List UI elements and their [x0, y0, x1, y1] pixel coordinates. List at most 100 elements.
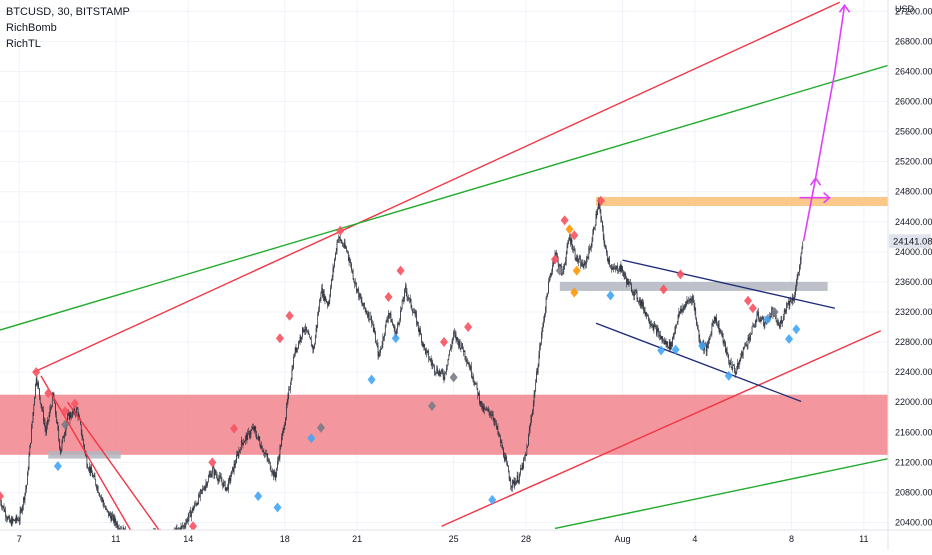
candle-body — [607, 253, 608, 258]
candle-body — [637, 299, 638, 301]
candle-body — [112, 515, 113, 516]
candle-body — [433, 364, 434, 365]
candle-body — [481, 401, 482, 408]
candle-body — [219, 476, 220, 479]
candle-body — [412, 310, 413, 313]
candle-body — [243, 443, 244, 445]
candle-body — [584, 262, 585, 263]
candle-body — [444, 372, 445, 379]
candle-body — [387, 320, 388, 321]
candle-body — [6, 517, 7, 518]
candle-body — [639, 299, 640, 302]
symbol-title[interactable]: BTCUSD, 30, BITSTAMP — [6, 4, 130, 20]
candle-body — [668, 347, 669, 348]
candle-body — [21, 509, 22, 511]
candle-body — [741, 352, 742, 358]
candle-body — [646, 312, 647, 314]
candle-body — [601, 220, 602, 221]
candle-body — [576, 258, 577, 261]
candle-body — [592, 233, 593, 241]
candle-body — [605, 246, 606, 249]
candle-body — [431, 359, 432, 362]
candle-body — [751, 334, 752, 335]
candle-body — [57, 422, 58, 423]
candle-body — [290, 385, 291, 390]
candle-body — [458, 341, 459, 346]
candle-body — [625, 274, 626, 275]
candle-body — [757, 315, 758, 320]
candle-body — [243, 443, 244, 445]
candle-body — [755, 323, 756, 326]
candle-body — [430, 359, 431, 360]
candle-body — [289, 389, 290, 390]
candle-body — [650, 324, 651, 325]
candle-body — [198, 503, 199, 504]
candle-body — [502, 448, 503, 449]
candle-body — [716, 317, 717, 321]
candle-body — [382, 345, 383, 348]
candle-body — [625, 274, 626, 278]
candle-body — [596, 214, 597, 215]
candle-body — [259, 440, 260, 445]
candle-body — [699, 339, 700, 341]
candle-body — [563, 266, 564, 270]
candle-body — [310, 337, 311, 339]
candle-body — [764, 325, 765, 326]
candle-body — [670, 342, 671, 349]
candle-body — [519, 474, 520, 481]
candle-body — [333, 266, 334, 268]
candle-body — [615, 268, 616, 269]
candle-body — [661, 336, 662, 338]
candle-body — [784, 310, 785, 317]
candle-body — [790, 299, 791, 306]
candle-body — [643, 302, 644, 310]
candle-body — [409, 298, 410, 299]
candle-body — [368, 312, 369, 317]
candle-body — [262, 446, 263, 451]
candle-body — [351, 264, 352, 271]
indicator-richtl[interactable]: RichTL — [6, 36, 130, 52]
candle-body — [506, 457, 507, 459]
markers-layer — [0, 196, 800, 532]
candle-body — [691, 299, 692, 300]
candle-body — [746, 344, 747, 346]
candle-body — [565, 261, 566, 264]
candle-body — [408, 298, 409, 300]
candle-body — [36, 379, 37, 384]
candle-body — [754, 326, 755, 327]
candle-body — [660, 335, 661, 339]
candle-body — [680, 309, 681, 313]
candle-body — [413, 312, 414, 313]
y-tick-label: 23200.00 — [895, 307, 932, 317]
candle-body — [320, 299, 321, 301]
candle-body — [587, 258, 588, 259]
candle-body — [106, 509, 107, 510]
candle-body — [436, 369, 437, 373]
candle-body — [694, 301, 695, 307]
candle-body — [445, 372, 446, 373]
indicator-richbomb[interactable]: RichBomb — [6, 20, 130, 36]
candle-body — [676, 324, 677, 326]
candle-body — [45, 428, 46, 433]
candle-body — [800, 260, 801, 265]
candle-body — [55, 403, 56, 414]
candle-body — [370, 316, 371, 319]
candle-body — [547, 295, 548, 297]
candle-body — [454, 332, 455, 334]
candle-body — [350, 262, 351, 263]
candle-body — [111, 516, 112, 521]
candle-body — [56, 414, 57, 422]
candle-body — [535, 382, 536, 391]
candle-body — [3, 506, 4, 507]
candle-body — [107, 510, 108, 511]
candle-body — [335, 253, 336, 260]
marker-red — [570, 230, 578, 240]
candle-body — [414, 312, 415, 313]
candle-body — [762, 317, 763, 319]
candle-body — [37, 379, 38, 385]
marker-red — [551, 254, 559, 264]
candle-body — [349, 257, 350, 262]
candle-body — [469, 365, 470, 366]
